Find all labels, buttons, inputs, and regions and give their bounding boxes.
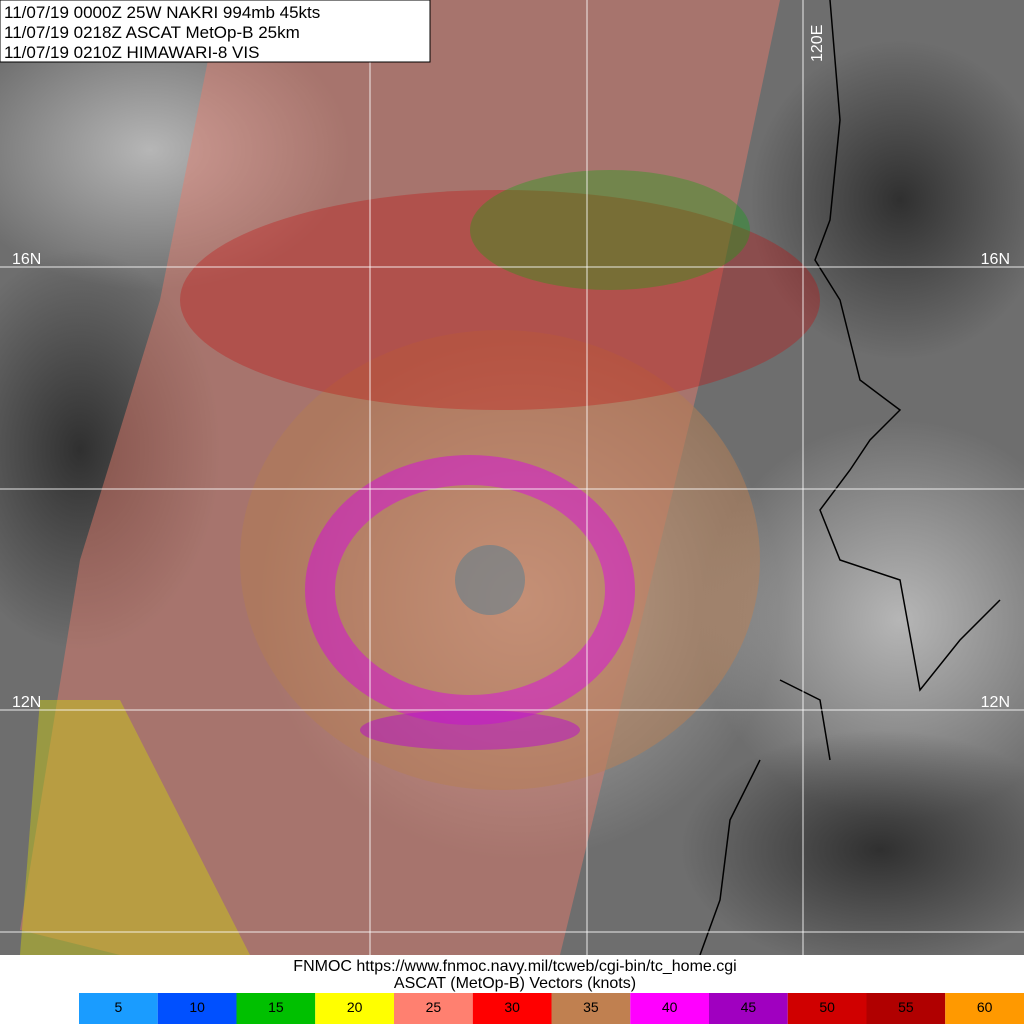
colorbar-swatch [709, 993, 788, 1024]
header-line: 11/07/19 0000Z 25W NAKRI 994mb 45kts [4, 3, 320, 22]
colorbar-label: 20 [347, 999, 363, 1015]
latitude-label: 16N [12, 251, 41, 268]
latitude-label: 12N [981, 694, 1010, 711]
colorbar-swatch [551, 993, 631, 1024]
colorbar-swatch [472, 993, 552, 1024]
footer-source: FNMOC https://www.fnmoc.navy.mil/tcweb/c… [293, 958, 736, 975]
coastline [699, 0, 1001, 956]
colorbar-swatch [787, 993, 867, 1024]
cloud-texture [0, 10, 1024, 970]
colorbar-label: 60 [977, 999, 993, 1015]
colorbar-label: 5 [114, 999, 122, 1015]
colorbar-swatch [394, 993, 473, 1024]
colorbar-label: 45 [741, 999, 757, 1015]
scatterometer-swath [20, 0, 820, 955]
latitude-label: 12N [12, 694, 41, 711]
colorbar-label: 55 [898, 999, 914, 1015]
colorbar-label: 50 [819, 999, 835, 1015]
colorbar-swatch [945, 993, 1024, 1024]
colorbar-swatch [157, 993, 237, 1024]
colorbar-swatch [315, 993, 394, 1024]
header-line: 11/07/19 0218Z ASCAT MetOp-B 25km [4, 23, 300, 42]
colorbar-label: 35 [583, 999, 599, 1015]
footer-caption: ASCAT (MetOp-B) Vectors (knots) [394, 975, 636, 992]
colorbar-swatch [866, 993, 946, 1024]
colorbar-label: 40 [662, 999, 678, 1015]
colorbar-swatch [79, 993, 158, 1024]
graticule [0, 0, 1024, 955]
colorbar-label: 15 [268, 999, 284, 1015]
colorbar: 5 10 15 20 25 30 35 40 45 50 55 60 [79, 993, 1024, 1024]
header-box [0, 0, 431, 63]
header-line: 11/07/19 0210Z HIMAWARI-8 VIS [4, 43, 259, 62]
longitude-label: 120E [809, 25, 826, 62]
colorbar-label: 25 [426, 999, 442, 1015]
colorbar-swatch [236, 993, 316, 1024]
colorbar-label: 10 [189, 999, 205, 1015]
latitude-label: 16N [981, 251, 1010, 268]
colorbar-swatch [630, 993, 709, 1024]
colorbar-label: 30 [504, 999, 520, 1015]
